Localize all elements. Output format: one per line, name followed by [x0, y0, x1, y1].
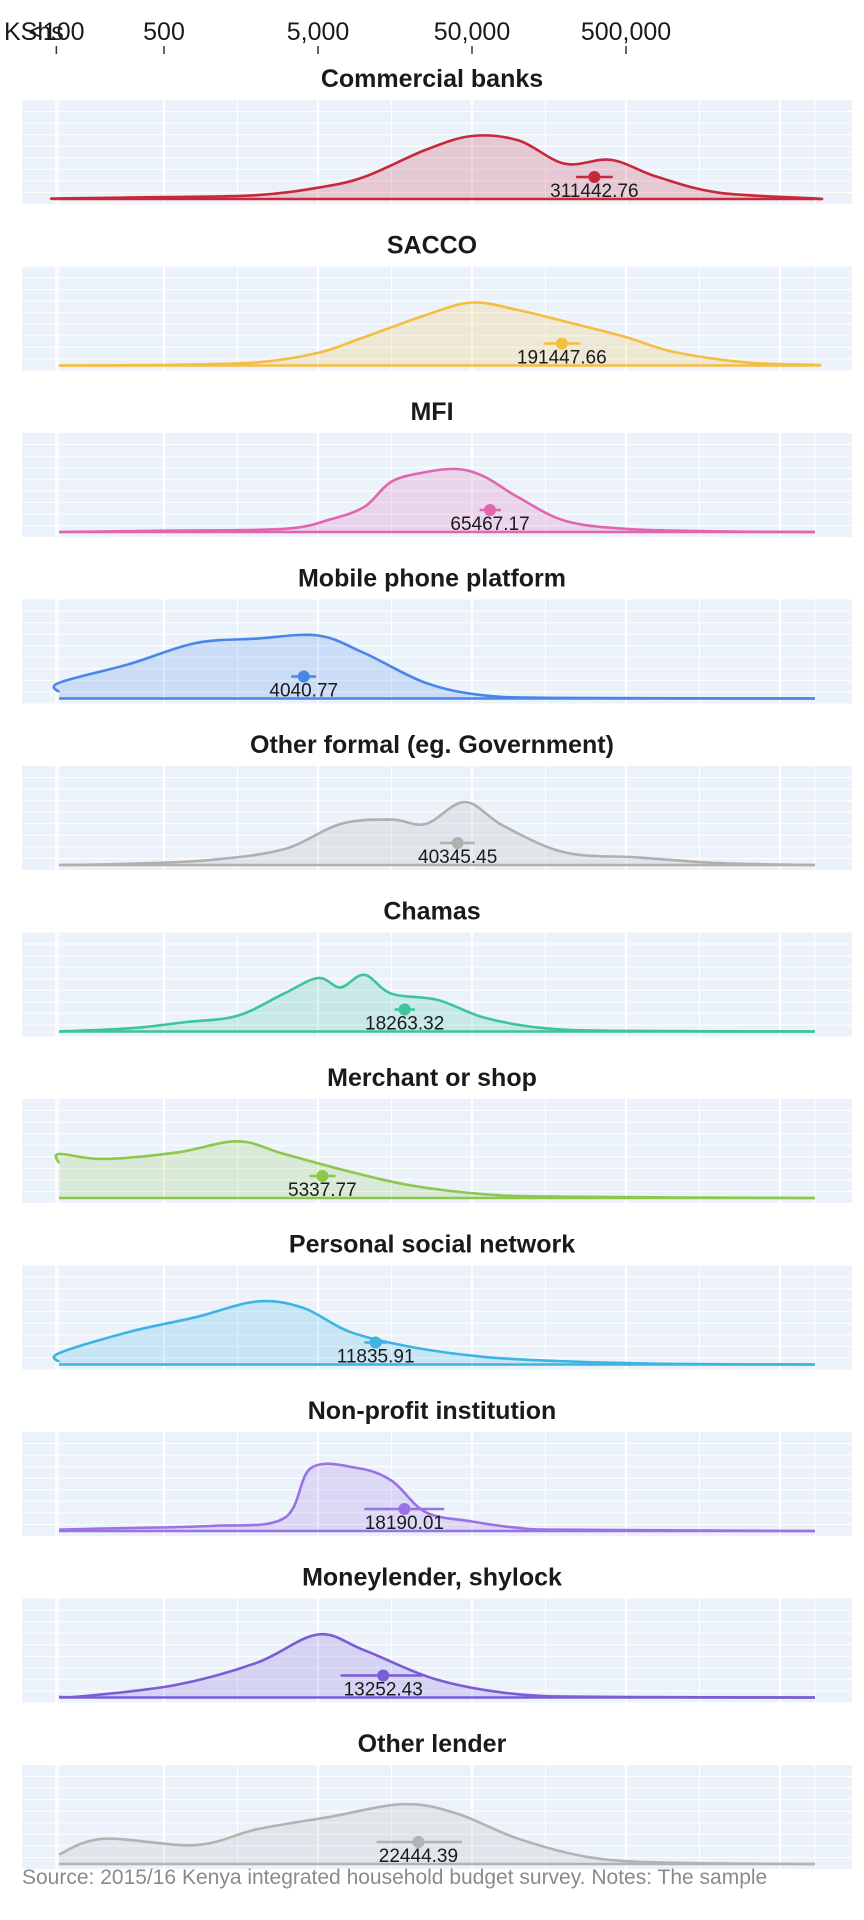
mean-label: 18190.01	[365, 1513, 444, 1534]
x-tick-label: 50,000	[434, 18, 510, 46]
mean-point	[398, 1003, 411, 1016]
mean-label: 13252.43	[344, 1680, 423, 1701]
mean-point	[484, 504, 497, 516]
panel-title: Personal social network	[289, 1231, 575, 1259]
panel: SACCO 191447.66	[22, 232, 852, 371]
mean-point	[369, 1336, 382, 1349]
source-note: Source: 2015/16 Kenya integrated househo…	[22, 1866, 768, 1889]
panel: Merchant or shop 5337.77	[22, 1064, 852, 1203]
density-area	[59, 801, 815, 865]
panel-background	[22, 1765, 852, 1869]
panel: Commercial banks 311442.76	[22, 65, 852, 204]
panel-background	[22, 100, 852, 204]
panel: Other lender 22444.39	[22, 1730, 852, 1869]
mean-label: 18263.32	[365, 1014, 444, 1035]
x-tick-label: 500	[143, 18, 185, 46]
panel-title: SACCO	[387, 232, 477, 260]
density-area	[59, 1634, 815, 1698]
density-area	[59, 1463, 815, 1531]
mean-label: 65467.17	[450, 514, 529, 535]
density-line	[58, 1462, 816, 1533]
density-area	[53, 634, 815, 699]
panel-title: Other formal (eg. Government)	[250, 731, 614, 759]
density-line	[58, 973, 816, 1033]
panel-title: Commercial banks	[321, 65, 543, 93]
panel-background	[22, 1432, 852, 1536]
x-tick-label: 500,000	[581, 18, 671, 46]
panel-title: Mobile phone platform	[298, 565, 566, 593]
density-line	[50, 134, 824, 201]
panel: Other formal (eg. Government) 40345.45	[22, 731, 852, 870]
mean-label: 22444.39	[379, 1846, 458, 1867]
mean-label: 40345.45	[418, 847, 497, 868]
panel-background	[22, 1598, 852, 1703]
panel-background	[22, 433, 852, 537]
axis-unit-label: KShs	[4, 18, 64, 46]
panel-background	[22, 266, 852, 371]
mean-point	[377, 1669, 390, 1682]
density-line	[58, 467, 816, 534]
mean-point	[588, 171, 601, 183]
x-tick-label: 5,000	[287, 18, 350, 46]
density-line	[52, 1299, 816, 1366]
mean-label: 4040.77	[269, 681, 338, 702]
panel-background	[22, 932, 852, 1037]
x-axis: KShs<100 500 5,000 50,000 500,000	[4, 18, 671, 54]
panel: Personal social network 11835.91	[22, 1231, 852, 1370]
panel-title: Merchant or shop	[327, 1064, 537, 1092]
density-area	[59, 302, 821, 366]
density-line	[58, 301, 822, 367]
density-area	[55, 1141, 815, 1198]
density-area	[59, 1804, 815, 1864]
density-line	[54, 1139, 816, 1200]
panel-title: Non-profit institution	[308, 1397, 557, 1425]
mean-point	[316, 1170, 329, 1182]
density-line	[58, 1802, 816, 1866]
panel: Non-profit institution 18190.01	[22, 1397, 852, 1536]
mean-point	[555, 337, 568, 350]
density-area	[59, 974, 815, 1032]
mean-label: 5337.77	[288, 1180, 357, 1201]
panel-background	[22, 1099, 852, 1203]
panel-title: Moneylender, shylock	[302, 1564, 562, 1592]
density-line	[58, 800, 816, 867]
density-area	[53, 1301, 815, 1365]
mean-point	[412, 1836, 425, 1848]
panel-title: MFI	[410, 398, 453, 426]
panel-title: Other lender	[358, 1730, 507, 1758]
mean-point	[297, 670, 310, 683]
panel: Mobile phone platform 4040.77	[22, 565, 852, 704]
mean-point	[398, 1503, 411, 1515]
panel: Chamas 18263.32	[22, 898, 852, 1037]
density-area	[59, 468, 815, 532]
panel: Moneylender, shylock 13252.43	[22, 1564, 852, 1703]
mean-label: 11835.91	[337, 1347, 415, 1368]
mean-label: 311442.76	[550, 181, 638, 202]
panel-title: Chamas	[383, 898, 480, 926]
density-area	[51, 135, 823, 200]
x-tick-label: <100	[28, 18, 84, 46]
mean-label: 191447.66	[517, 348, 607, 369]
mean-point	[451, 837, 464, 849]
panel: MFI 65467.17	[22, 398, 852, 537]
